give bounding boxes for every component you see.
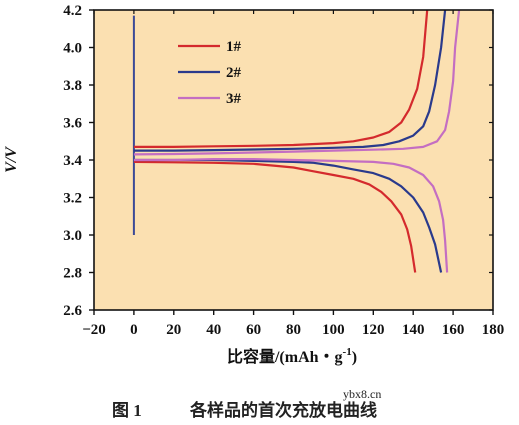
x-tick-label-5: 80 bbox=[286, 322, 301, 338]
series-1-charge-line bbox=[133, 9, 429, 148]
x-tick-label-8: 140 bbox=[402, 322, 425, 338]
x-axis-label-suffix: ) bbox=[352, 349, 357, 366]
x-tick-label-9: 160 bbox=[442, 322, 465, 338]
x-tick-label-2: 20 bbox=[166, 322, 181, 338]
series-2-discharge-line bbox=[133, 158, 443, 273]
y-tick-label-3: 3.2 bbox=[63, 191, 82, 207]
y-tick-label-5: 3.6 bbox=[63, 116, 82, 132]
plot-area bbox=[132, 9, 461, 273]
y-tick-label-4: 3.4 bbox=[63, 153, 82, 169]
series-3-charge-line bbox=[133, 9, 461, 156]
series-2-charge-line bbox=[133, 9, 447, 152]
y-tick-label-7: 4.0 bbox=[63, 41, 82, 57]
x-axis-label-main: 比容量/(mAh・g bbox=[227, 347, 343, 366]
x-tick-label-4: 60 bbox=[246, 322, 261, 338]
legend-label-2: 2# bbox=[226, 65, 242, 81]
y-tick-label-2: 3.0 bbox=[63, 228, 82, 244]
y-tick-label-6: 3.8 bbox=[63, 78, 82, 94]
y-tick-label-1: 2.8 bbox=[63, 266, 82, 282]
x-tick-label-10: 180 bbox=[482, 322, 505, 338]
figure-caption: 图 1 各样品的首次充放电曲线 bbox=[112, 400, 377, 420]
figure-title: 各样品的首次充放电曲线 bbox=[189, 400, 377, 420]
watermark: ybx8.cn bbox=[343, 387, 381, 401]
x-tick-label-7: 120 bbox=[362, 322, 385, 338]
legend-label-1: 1# bbox=[226, 39, 242, 55]
x-tick-label-3: 40 bbox=[206, 322, 221, 338]
x-axis-label-sup: -1 bbox=[343, 346, 352, 358]
x-axis-label: 比容量/(mAh・g-1) bbox=[227, 346, 357, 366]
x-tick-label-1: 0 bbox=[130, 322, 138, 338]
series-3-discharge-line bbox=[133, 158, 449, 273]
y-tick-label-0: 2.6 bbox=[63, 303, 82, 319]
x-tick-label-0: −20 bbox=[82, 322, 106, 338]
y-axis: 2.6 2.8 3.0 3.2 3.4 3.6 3.8 4.0 4.2 bbox=[63, 3, 493, 319]
y-axis-label: V/V bbox=[3, 146, 20, 173]
x-tick-label-6: 100 bbox=[322, 322, 345, 338]
y-tick-label-8: 4.2 bbox=[63, 3, 82, 19]
figure-label: 图 1 bbox=[112, 401, 142, 420]
legend-label-3: 3# bbox=[226, 91, 242, 107]
legend: 1# 2# 3# bbox=[178, 39, 242, 107]
series-1-discharge-line bbox=[133, 160, 417, 273]
